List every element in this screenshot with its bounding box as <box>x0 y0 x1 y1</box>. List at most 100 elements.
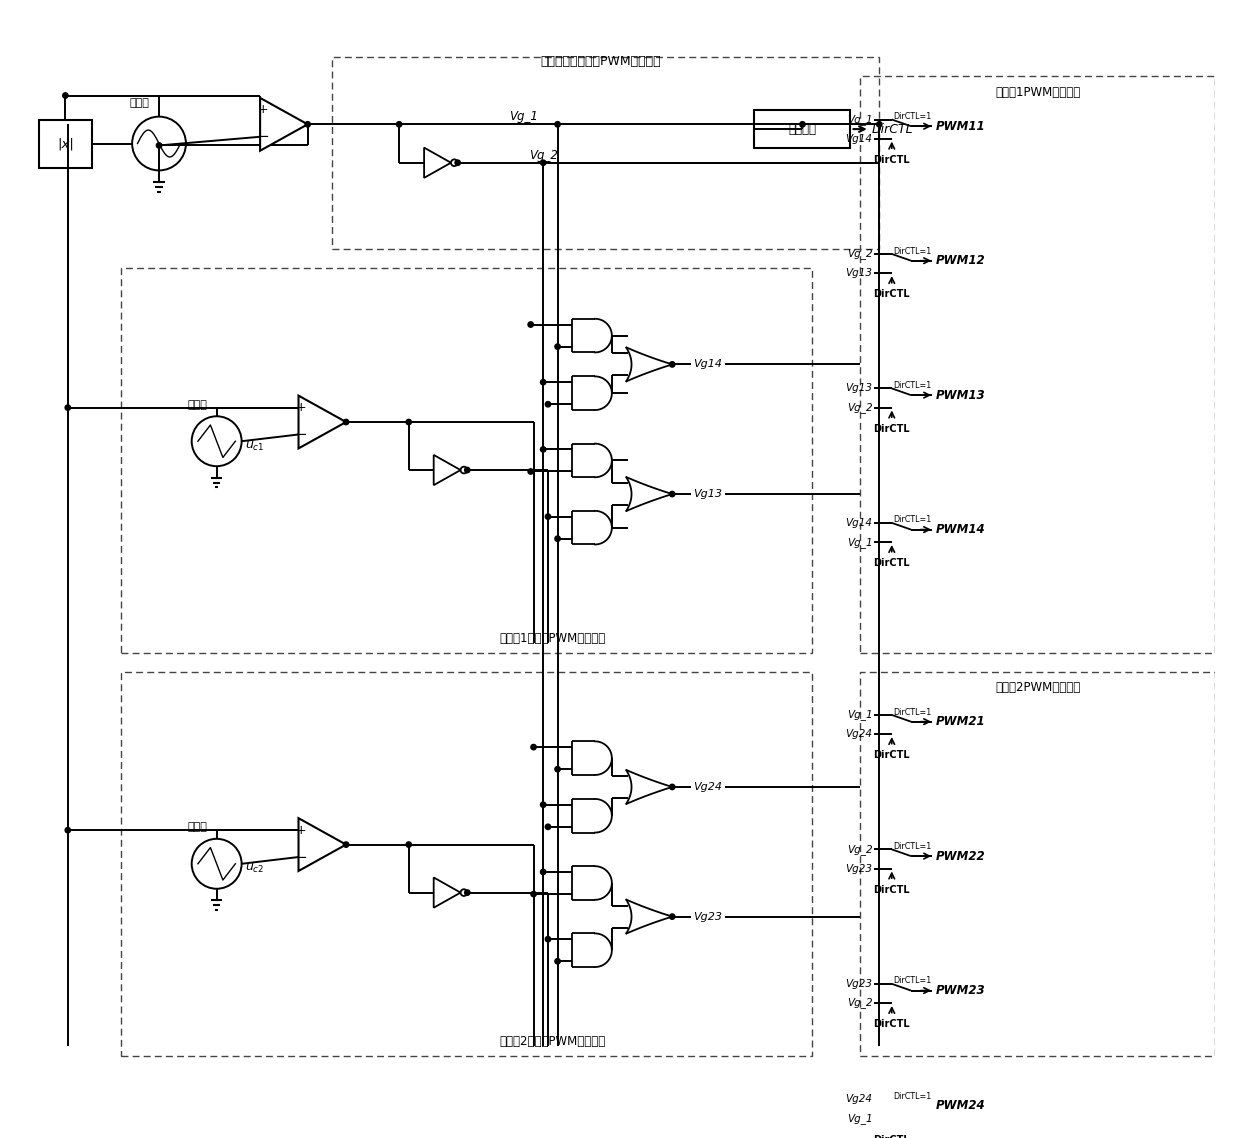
Circle shape <box>460 467 467 473</box>
Circle shape <box>63 93 68 98</box>
Circle shape <box>66 827 71 833</box>
Text: Vg23: Vg23 <box>846 979 873 989</box>
Text: DirCTL: DirCTL <box>873 1135 910 1138</box>
Circle shape <box>546 514 551 519</box>
Circle shape <box>541 869 546 875</box>
Text: Vg23: Vg23 <box>846 864 873 874</box>
Text: PWM24: PWM24 <box>936 1099 986 1112</box>
Text: DirCTL: DirCTL <box>873 155 910 165</box>
Circle shape <box>405 419 412 424</box>
Polygon shape <box>424 148 451 178</box>
Circle shape <box>554 958 560 964</box>
Text: DirCTL=1: DirCTL=1 <box>894 516 932 525</box>
Text: DirCTL: DirCTL <box>873 289 910 299</box>
Circle shape <box>554 344 560 349</box>
Text: DirCTL=1: DirCTL=1 <box>894 708 932 717</box>
Circle shape <box>465 468 470 472</box>
Text: $u_{c2}$: $u_{c2}$ <box>246 863 265 875</box>
Circle shape <box>546 937 551 942</box>
Text: Vg14: Vg14 <box>846 134 873 143</box>
Circle shape <box>554 122 560 127</box>
Text: Vg_1: Vg_1 <box>847 537 873 547</box>
Text: DirCTL=1: DirCTL=1 <box>894 1091 932 1100</box>
Circle shape <box>397 122 402 127</box>
Bar <box>754 110 851 148</box>
Circle shape <box>343 842 348 848</box>
Circle shape <box>541 802 546 808</box>
Text: DirCTL: DirCTL <box>872 123 913 135</box>
Text: 子模块2PWM驱动信号: 子模块2PWM驱动信号 <box>996 682 1080 694</box>
Circle shape <box>541 379 546 385</box>
Text: Vg_1: Vg_1 <box>847 709 873 720</box>
Circle shape <box>546 402 551 407</box>
Polygon shape <box>299 818 346 871</box>
Circle shape <box>531 891 536 897</box>
Text: Vg13: Vg13 <box>846 269 873 278</box>
Bar <box>861 76 1215 652</box>
Text: −: − <box>257 130 269 145</box>
Bar <box>332 57 879 249</box>
Text: Vg_1: Vg_1 <box>510 110 538 123</box>
Text: $u_{c1}$: $u_{c1}$ <box>246 439 265 453</box>
Text: 各个子模块方向臂PWM驱动信号: 各个子模块方向臂PWM驱动信号 <box>541 56 661 68</box>
Text: Vg_2: Vg_2 <box>847 248 873 259</box>
Text: DirCTL=1: DirCTL=1 <box>894 381 932 390</box>
Circle shape <box>670 362 675 368</box>
Text: Vg_1: Vg_1 <box>847 114 873 125</box>
Text: Vg_2: Vg_2 <box>847 844 873 855</box>
Polygon shape <box>299 396 346 448</box>
Text: Vg23: Vg23 <box>693 912 723 922</box>
Text: Vg_2: Vg_2 <box>847 402 873 413</box>
Text: DirCTL: DirCTL <box>873 424 910 434</box>
Circle shape <box>451 159 458 166</box>
Text: 子模块1PWM驱动信号: 子模块1PWM驱动信号 <box>996 85 1080 99</box>
Text: PWM23: PWM23 <box>936 984 986 997</box>
Bar <box>38 119 92 167</box>
Circle shape <box>670 492 675 497</box>
Circle shape <box>541 160 546 165</box>
Text: PWM22: PWM22 <box>936 850 986 863</box>
Text: DirCTL=1: DirCTL=1 <box>894 113 932 121</box>
Text: DirCTL=1: DirCTL=1 <box>894 247 932 256</box>
Text: PWM13: PWM13 <box>936 389 986 402</box>
Circle shape <box>554 767 560 772</box>
Circle shape <box>554 536 560 542</box>
Text: Vg13: Vg13 <box>693 489 723 500</box>
Text: PWM14: PWM14 <box>936 523 986 536</box>
Circle shape <box>528 469 533 475</box>
Circle shape <box>670 914 675 920</box>
Circle shape <box>405 842 412 848</box>
Circle shape <box>460 889 467 896</box>
Circle shape <box>670 784 675 790</box>
Circle shape <box>528 322 533 328</box>
Text: Vg14: Vg14 <box>693 360 723 370</box>
Text: PWM11: PWM11 <box>936 119 986 133</box>
Circle shape <box>343 419 348 424</box>
Text: +: + <box>296 401 306 414</box>
Text: DirCTL: DirCTL <box>873 750 910 760</box>
Text: 子模块2斩波臂PWM驱动信号: 子模块2斩波臂PWM驱动信号 <box>500 1034 606 1048</box>
Text: +: + <box>296 824 306 836</box>
Text: 正弦波: 正弦波 <box>130 98 150 108</box>
Text: Vg24: Vg24 <box>846 729 873 740</box>
Circle shape <box>192 417 242 467</box>
Text: Vg_1: Vg_1 <box>847 1113 873 1123</box>
Text: Vg24: Vg24 <box>846 1094 873 1104</box>
Circle shape <box>66 405 71 411</box>
Text: Vg_2: Vg_2 <box>847 998 873 1008</box>
Circle shape <box>541 447 546 452</box>
Text: 二分频器: 二分频器 <box>789 123 816 135</box>
Bar <box>861 671 1215 1056</box>
Circle shape <box>877 122 882 127</box>
Text: Vg13: Vg13 <box>846 384 873 394</box>
Polygon shape <box>260 98 308 150</box>
Text: DirCTL: DirCTL <box>873 559 910 568</box>
Circle shape <box>546 824 551 830</box>
Bar <box>120 269 812 652</box>
Circle shape <box>305 122 310 127</box>
Circle shape <box>531 744 536 750</box>
Circle shape <box>156 142 161 148</box>
Circle shape <box>133 116 186 171</box>
Polygon shape <box>434 455 460 485</box>
Text: 子模块1斩波臂PWM驱动信号: 子模块1斩波臂PWM驱动信号 <box>500 632 606 644</box>
